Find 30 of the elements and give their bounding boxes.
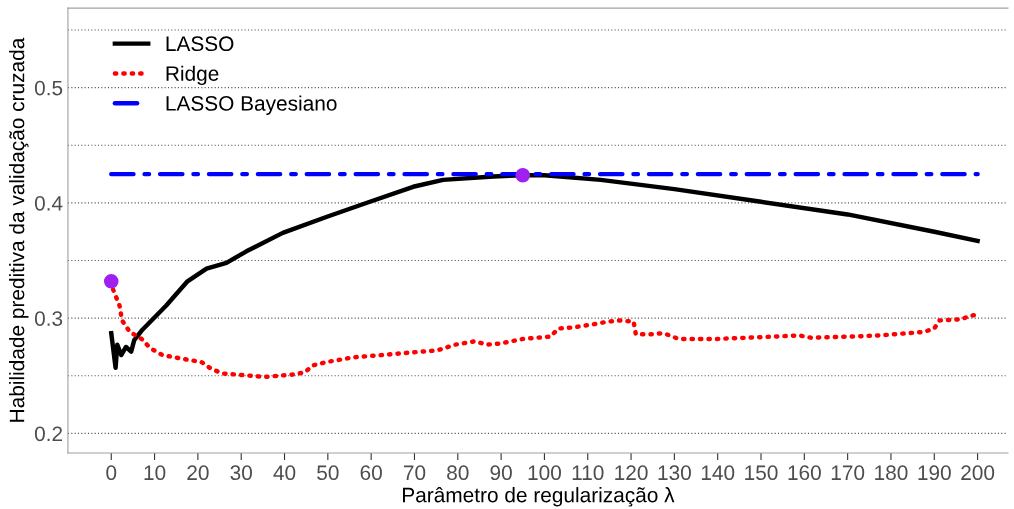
y-tick-label: 0.3 [34,311,63,326]
x-tick-label: 110 [572,465,604,481]
x-tick-label: 100 [528,465,561,481]
x-tick-label: 20 [187,465,209,481]
y-tick-label: 0.2 [34,426,63,442]
y-axis-title: Habilidade preditiva da validação cruzada [9,37,29,422]
x-tick-label: 150 [745,465,778,481]
x-tick-label: 90 [490,465,512,481]
legend-label: LASSO [166,36,234,52]
x-tick-label: 10 [144,465,166,481]
x-tick-label: 40 [273,465,296,481]
x-tick-label: 50 [317,465,339,481]
y-tick-label: 0.5 [34,80,63,96]
x-tick-label: 120 [615,465,648,481]
x-tick-label: 180 [875,465,908,481]
x-tick-label: 170 [831,465,865,481]
x-tick-label: 70 [403,465,426,481]
x-tick-label: 80 [447,465,469,481]
legend-label: LASSO Bayesiano [166,95,337,115]
x-tick-label: 0 [106,465,117,481]
x-tick-label: 130 [658,465,691,481]
x-tick-label: 60 [360,465,382,481]
x-tick-label: 140 [701,465,735,481]
y-tick-label: 0.4 [34,195,63,211]
legend-label: Ridge [166,65,219,86]
x-tick-label: 200 [961,465,995,481]
x-axis-title: Parâmetro de regularização λ [403,487,675,507]
x-tick-label: 160 [788,465,821,481]
x-tick-label: 190 [918,465,951,481]
x-tick-label: 30 [230,465,252,481]
